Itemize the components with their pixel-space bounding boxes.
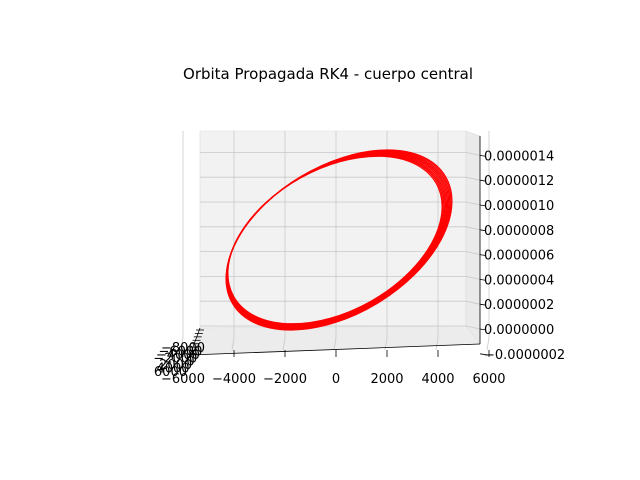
- z-tick-mark: [479, 279, 487, 281]
- z-tick-mark: [479, 204, 487, 207]
- z-tick-label: 0.0000008: [484, 224, 554, 239]
- grid-line: [465, 226, 481, 231]
- z-tick-mark: [479, 328, 487, 331]
- grid-line: [231, 337, 235, 351]
- z-tick-label: −0.0000002: [484, 348, 565, 363]
- x-tick-label: 4000: [421, 372, 454, 387]
- y-tick-label: −4000: [156, 348, 200, 363]
- z-tick-label: 0.0000000: [484, 323, 554, 338]
- y-tick-label: −6000: [158, 344, 202, 359]
- y-tick-label: 0: [186, 355, 194, 370]
- grid-lines: [180, 131, 490, 351]
- z-axis-ticks: −0.0000002 0.0000000 0.0000002 0.0000004 0.0…: [479, 149, 565, 363]
- grid-line: [465, 300, 481, 305]
- orbit-traces: [225, 149, 453, 331]
- y-tick-label: −8000: [161, 341, 205, 356]
- orbit-trace: [225, 149, 453, 331]
- grid-line: [465, 176, 481, 181]
- x-tick-label: 0: [332, 372, 340, 387]
- grid-line: [384, 337, 388, 351]
- grid-line: [435, 337, 439, 351]
- z-tick-mark: [479, 303, 487, 306]
- x-tick-label: −6000: [161, 372, 205, 387]
- chart-title: Orbita Propagada RK4 - cuerpo central: [183, 65, 473, 83]
- z-tick-label: 0.0000010: [484, 199, 554, 214]
- y-tick-label: −2000: [153, 351, 197, 366]
- grid-line: [465, 276, 481, 280]
- y-tick-label: 4000: [156, 362, 189, 377]
- grid-line: [486, 337, 490, 351]
- z-tick-mark: [479, 353, 487, 356]
- grid-line: [465, 325, 481, 330]
- z-tick-mark: [479, 179, 487, 182]
- grid-line: [465, 251, 481, 255]
- z-tick-mark: [479, 229, 487, 232]
- x-tick-label: −2000: [263, 372, 307, 387]
- grid-line: [180, 337, 184, 351]
- z-tick-label: 0.0000014: [484, 149, 554, 164]
- z-tick-mark: [479, 155, 487, 157]
- grid-line: [465, 152, 481, 156]
- z-tick-label: 0.0000012: [484, 174, 554, 189]
- 3d-axes: −6000 −4000 −2000 0 2000 4000 6000 −0.00000020…: [153, 130, 565, 387]
- x-tick-label: 2000: [370, 372, 403, 387]
- y-tick-label: 2000: [159, 358, 192, 373]
- z-tick-label: 0.0000004: [484, 273, 554, 288]
- grid-line: [465, 201, 481, 206]
- x-tick-label: −4000: [212, 372, 256, 387]
- z-tick-label: 0.0000002: [484, 298, 554, 313]
- x-tick-label: 6000: [472, 372, 505, 387]
- z-tick-mark: [479, 254, 487, 256]
- grid-line: [282, 337, 286, 351]
- x-axis-ticks: −6000 −4000 −2000 0 2000 4000 6000: [161, 350, 506, 387]
- z-tick-label: 0.0000006: [484, 249, 554, 264]
- right-pane: [465, 130, 481, 345]
- grid-line: [333, 337, 337, 351]
- x-axis-line: [189, 343, 481, 356]
- y-tick-label: 6000: [154, 365, 187, 380]
